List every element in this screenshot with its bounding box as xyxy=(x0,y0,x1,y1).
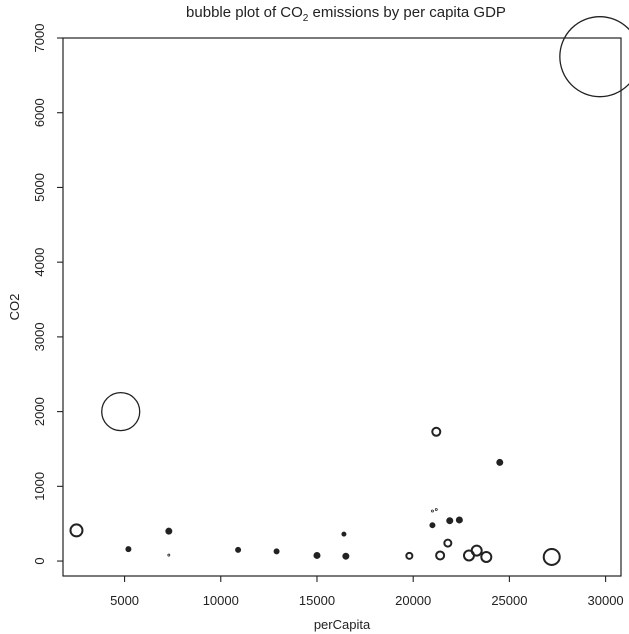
bubble-point xyxy=(480,550,493,563)
bubble-point xyxy=(341,531,347,537)
bubble-point xyxy=(496,458,504,466)
x-tick-label: 5000 xyxy=(110,593,139,608)
chart-title-subscript: 2 xyxy=(303,13,309,24)
bubble-point xyxy=(405,551,414,560)
bubble-point xyxy=(435,550,446,561)
plot-area-frame xyxy=(62,37,622,577)
y-tick-label: 4000 xyxy=(32,248,47,277)
bubble-point xyxy=(125,546,132,553)
y-axis-label: CO2 xyxy=(7,294,22,321)
x-tick-label: 30000 xyxy=(588,593,624,608)
y-tick-label: 0 xyxy=(32,557,47,564)
bubble-point xyxy=(431,426,442,437)
chart-title-part: emissions by per capita GDP xyxy=(308,4,506,21)
bubble-point xyxy=(167,553,171,557)
x-tick-label: 15000 xyxy=(299,593,335,608)
bubble-point xyxy=(446,517,454,525)
bubble-point xyxy=(455,516,463,524)
y-tick-label: 5000 xyxy=(32,173,47,202)
bubble-series xyxy=(69,16,629,566)
y-tick-label: 7000 xyxy=(32,24,47,53)
y-tick-label: 2000 xyxy=(32,397,47,426)
x-tick-label: 10000 xyxy=(203,593,239,608)
x-axis-label: perCapita xyxy=(314,617,371,632)
chart-title-part: bubble plot of CO xyxy=(186,4,303,21)
bubble-point xyxy=(165,527,173,535)
bubble-point xyxy=(434,508,438,511)
bubble-point xyxy=(559,16,629,98)
y-tick-label: 3000 xyxy=(32,322,47,351)
bubble-point xyxy=(542,547,561,566)
bubble-point xyxy=(313,551,321,559)
bubble-point xyxy=(273,548,280,555)
x-tick-label: 25000 xyxy=(491,593,527,608)
x-tick-label: 20000 xyxy=(395,593,431,608)
bubble-point xyxy=(470,544,483,557)
bubble-point xyxy=(69,523,84,538)
bubble-point xyxy=(429,522,436,529)
bubble-point xyxy=(431,509,434,513)
bubble-point xyxy=(342,552,350,560)
bubble-point xyxy=(101,391,141,432)
chart-title: bubble plot of CO2 emissions by per capi… xyxy=(186,4,506,24)
y-tick-label: 1000 xyxy=(32,472,47,501)
y-tick-label: 6000 xyxy=(32,98,47,127)
axis-ticks: 5000 10000 15000 20000 25000 30000 0 1000 2000 30… xyxy=(32,24,624,608)
bubble-point xyxy=(443,538,453,548)
bubble-point xyxy=(235,546,242,553)
